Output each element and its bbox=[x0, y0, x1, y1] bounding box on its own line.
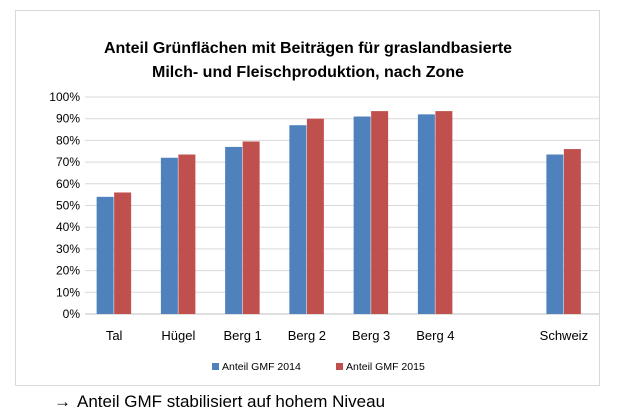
x-tick-label: Berg 4 bbox=[416, 328, 454, 343]
bar-anteil-gmf-2014 bbox=[417, 114, 435, 314]
x-tick-label: Tal bbox=[106, 328, 123, 343]
y-tick-label: 0% bbox=[63, 307, 81, 321]
y-tick-label: 100% bbox=[49, 90, 80, 104]
legend-label: Anteil GMF 2014 bbox=[222, 361, 301, 373]
x-tick-label: Berg 2 bbox=[288, 328, 326, 343]
bar-anteil-gmf-2015 bbox=[114, 192, 132, 314]
bar-anteil-gmf-2015 bbox=[306, 118, 324, 314]
y-tick-label: 80% bbox=[56, 133, 80, 147]
bar-anteil-gmf-2014 bbox=[160, 157, 178, 314]
bar-chart: Anteil Grünflächen mit Beiträgen für gra… bbox=[49, 40, 599, 373]
y-tick-label: 20% bbox=[56, 264, 80, 278]
legend-label: Anteil GMF 2015 bbox=[346, 361, 425, 373]
bar-anteil-gmf-2015 bbox=[242, 141, 260, 314]
caption-text: Anteil GMF stabilisiert auf hohem Niveau bbox=[77, 392, 386, 411]
chart-frame: Anteil Grünflächen mit Beiträgen für gra… bbox=[15, 10, 600, 386]
y-tick-label: 40% bbox=[56, 220, 80, 234]
bar-anteil-gmf-2014 bbox=[353, 116, 371, 314]
bar-anteil-gmf-2015 bbox=[178, 154, 196, 314]
bar-anteil-gmf-2015 bbox=[435, 111, 453, 314]
bar-anteil-gmf-2014 bbox=[96, 196, 114, 314]
bar-anteil-gmf-2014 bbox=[225, 146, 243, 314]
y-tick-label: 50% bbox=[56, 199, 80, 213]
y-tick-label: 30% bbox=[56, 242, 80, 256]
legend-swatch bbox=[336, 363, 343, 370]
arrow-icon: → bbox=[54, 392, 71, 411]
x-tick-label: Berg 3 bbox=[352, 328, 390, 343]
x-tick-label: Schweiz bbox=[540, 328, 588, 343]
y-tick-label: 60% bbox=[56, 177, 80, 191]
y-tick-label: 70% bbox=[56, 155, 80, 169]
legend-swatch bbox=[212, 363, 219, 370]
bar-anteil-gmf-2015 bbox=[563, 149, 581, 314]
bar-anteil-gmf-2014 bbox=[289, 125, 307, 315]
x-tick-label: Hügel bbox=[161, 328, 195, 343]
chart-title-line: Anteil Grünflächen mit Beiträgen für gra… bbox=[104, 40, 512, 57]
y-tick-label: 10% bbox=[56, 285, 80, 299]
bar-anteil-gmf-2015 bbox=[371, 111, 389, 314]
chart-title-line: Milch- und Fleischproduktion, nach Zone bbox=[152, 64, 464, 81]
bar-anteil-gmf-2014 bbox=[546, 154, 564, 314]
x-tick-label: Berg 1 bbox=[223, 328, 261, 343]
caption: → Anteil GMF stabilisiert auf hohem Nivea… bbox=[54, 392, 385, 412]
y-tick-label: 90% bbox=[56, 112, 80, 126]
